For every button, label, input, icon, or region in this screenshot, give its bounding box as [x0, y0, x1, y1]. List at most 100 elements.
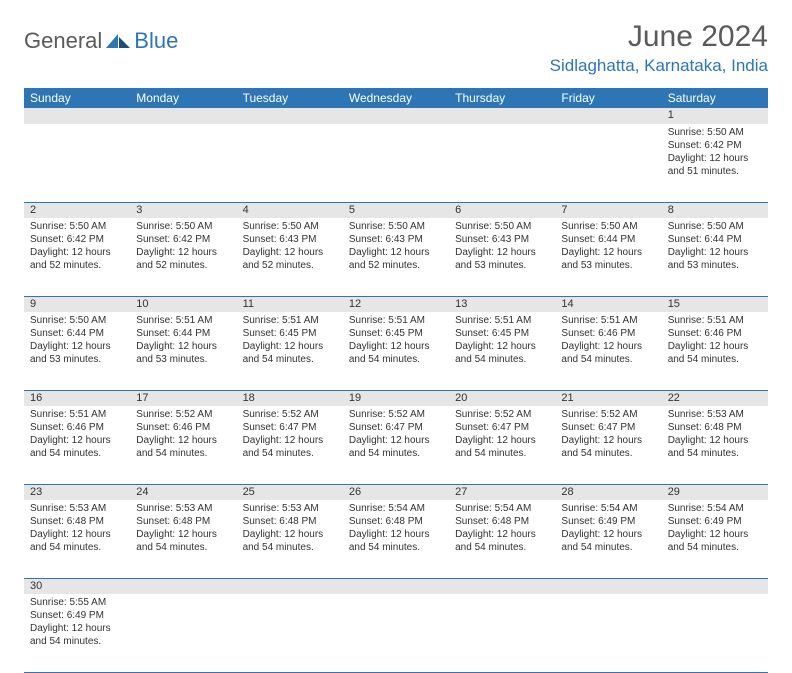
day-content: Sunrise: 5:53 AMSunset: 6:48 PMDaylight:…: [24, 500, 130, 558]
day-cell: [555, 594, 661, 672]
day-number-cell: 12: [343, 296, 449, 312]
daylight-line: Daylight: 12 hours and 53 minutes.: [561, 246, 655, 272]
day-content: Sunrise: 5:51 AMSunset: 6:46 PMDaylight:…: [24, 406, 130, 464]
sunrise-line: Sunrise: 5:51 AM: [668, 314, 762, 327]
day-content: Sunrise: 5:53 AMSunset: 6:48 PMDaylight:…: [237, 500, 343, 558]
day-number-cell: [237, 108, 343, 124]
week-content-row: Sunrise: 5:50 AMSunset: 6:42 PMDaylight:…: [24, 218, 768, 296]
sunset-line: Sunset: 6:43 PM: [349, 233, 443, 246]
day-cell: Sunrise: 5:51 AMSunset: 6:45 PMDaylight:…: [237, 312, 343, 390]
day-cell: Sunrise: 5:54 AMSunset: 6:49 PMDaylight:…: [555, 500, 661, 578]
day-cell: Sunrise: 5:53 AMSunset: 6:48 PMDaylight:…: [662, 406, 768, 484]
weekday-header-row: SundayMondayTuesdayWednesdayThursdayFrid…: [24, 88, 768, 108]
sunrise-line: Sunrise: 5:52 AM: [349, 408, 443, 421]
day-number-cell: 7: [555, 202, 661, 218]
weekday-header: Saturday: [662, 88, 768, 108]
sunset-line: Sunset: 6:49 PM: [668, 515, 762, 528]
sunrise-line: Sunrise: 5:52 AM: [455, 408, 549, 421]
day-cell: Sunrise: 5:52 AMSunset: 6:47 PMDaylight:…: [449, 406, 555, 484]
day-content: Sunrise: 5:55 AMSunset: 6:49 PMDaylight:…: [24, 594, 130, 652]
daylight-line: Daylight: 12 hours and 52 minutes.: [243, 246, 337, 272]
day-cell: Sunrise: 5:55 AMSunset: 6:49 PMDaylight:…: [24, 594, 130, 672]
title-block: June 2024 Sidlaghatta, Karnataka, India: [550, 20, 768, 76]
day-number-cell: 14: [555, 296, 661, 312]
sunset-line: Sunset: 6:47 PM: [349, 421, 443, 434]
daylight-line: Daylight: 12 hours and 54 minutes.: [455, 434, 549, 460]
day-cell: [130, 594, 236, 672]
sunset-line: Sunset: 6:45 PM: [349, 327, 443, 340]
logo-sail-icon: [104, 32, 132, 50]
day-number-cell: 20: [449, 390, 555, 406]
day-cell: Sunrise: 5:50 AMSunset: 6:44 PMDaylight:…: [555, 218, 661, 296]
day-number-cell: 27: [449, 484, 555, 500]
calendar-table: SundayMondayTuesdayWednesdayThursdayFrid…: [24, 88, 768, 673]
day-content: Sunrise: 5:50 AMSunset: 6:42 PMDaylight:…: [24, 218, 130, 276]
day-number-cell: 24: [130, 484, 236, 500]
sunrise-line: Sunrise: 5:51 AM: [455, 314, 549, 327]
daylight-line: Daylight: 12 hours and 52 minutes.: [136, 246, 230, 272]
day-number-cell: 6: [449, 202, 555, 218]
sunset-line: Sunset: 6:48 PM: [668, 421, 762, 434]
day-number-cell: 11: [237, 296, 343, 312]
day-number-cell: 28: [555, 484, 661, 500]
sunset-line: Sunset: 6:44 PM: [668, 233, 762, 246]
day-number-cell: 18: [237, 390, 343, 406]
sunset-line: Sunset: 6:46 PM: [136, 421, 230, 434]
day-content: Sunrise: 5:52 AMSunset: 6:47 PMDaylight:…: [555, 406, 661, 464]
day-cell: Sunrise: 5:50 AMSunset: 6:42 PMDaylight:…: [662, 124, 768, 202]
daylight-line: Daylight: 12 hours and 54 minutes.: [561, 528, 655, 554]
sunset-line: Sunset: 6:43 PM: [455, 233, 549, 246]
day-cell: Sunrise: 5:50 AMSunset: 6:44 PMDaylight:…: [24, 312, 130, 390]
day-content: Sunrise: 5:50 AMSunset: 6:43 PMDaylight:…: [343, 218, 449, 276]
week-content-row: Sunrise: 5:50 AMSunset: 6:42 PMDaylight:…: [24, 124, 768, 202]
day-number-cell: 2: [24, 202, 130, 218]
sunrise-line: Sunrise: 5:50 AM: [561, 220, 655, 233]
day-content: Sunrise: 5:52 AMSunset: 6:47 PMDaylight:…: [343, 406, 449, 464]
day-content: Sunrise: 5:50 AMSunset: 6:42 PMDaylight:…: [662, 124, 768, 182]
daylight-line: Daylight: 12 hours and 54 minutes.: [455, 528, 549, 554]
sunrise-line: Sunrise: 5:54 AM: [668, 502, 762, 515]
sunset-line: Sunset: 6:47 PM: [243, 421, 337, 434]
day-content: Sunrise: 5:50 AMSunset: 6:43 PMDaylight:…: [237, 218, 343, 276]
day-number-cell: [24, 108, 130, 124]
day-number-cell: 22: [662, 390, 768, 406]
day-cell: Sunrise: 5:51 AMSunset: 6:46 PMDaylight:…: [555, 312, 661, 390]
daylight-line: Daylight: 12 hours and 54 minutes.: [243, 434, 337, 460]
sunrise-line: Sunrise: 5:50 AM: [30, 220, 124, 233]
day-number-cell: 9: [24, 296, 130, 312]
day-cell: [449, 124, 555, 202]
day-cell: [24, 124, 130, 202]
day-number-cell: 29: [662, 484, 768, 500]
daylight-line: Daylight: 12 hours and 53 minutes.: [136, 340, 230, 366]
day-content: Sunrise: 5:52 AMSunset: 6:47 PMDaylight:…: [449, 406, 555, 464]
day-number-cell: 17: [130, 390, 236, 406]
day-number-cell: [237, 578, 343, 594]
sunset-line: Sunset: 6:46 PM: [561, 327, 655, 340]
daylight-line: Daylight: 12 hours and 51 minutes.: [668, 152, 762, 178]
day-content: Sunrise: 5:51 AMSunset: 6:46 PMDaylight:…: [555, 312, 661, 370]
sunrise-line: Sunrise: 5:50 AM: [136, 220, 230, 233]
sunrise-line: Sunrise: 5:52 AM: [136, 408, 230, 421]
day-number-row: 23242526272829: [24, 484, 768, 500]
day-number-cell: 3: [130, 202, 236, 218]
header: General Blue June 2024 Sidlaghatta, Karn…: [24, 20, 768, 76]
sunrise-line: Sunrise: 5:51 AM: [136, 314, 230, 327]
weekday-header: Tuesday: [237, 88, 343, 108]
week-content-row: Sunrise: 5:50 AMSunset: 6:44 PMDaylight:…: [24, 312, 768, 390]
day-content: Sunrise: 5:50 AMSunset: 6:44 PMDaylight:…: [662, 218, 768, 276]
day-number-cell: 16: [24, 390, 130, 406]
sunset-line: Sunset: 6:46 PM: [668, 327, 762, 340]
sunset-line: Sunset: 6:42 PM: [668, 139, 762, 152]
sunrise-line: Sunrise: 5:50 AM: [349, 220, 443, 233]
sunset-line: Sunset: 6:42 PM: [30, 233, 124, 246]
daylight-line: Daylight: 12 hours and 54 minutes.: [668, 434, 762, 460]
day-content: Sunrise: 5:51 AMSunset: 6:46 PMDaylight:…: [662, 312, 768, 370]
day-number-cell: 26: [343, 484, 449, 500]
sunrise-line: Sunrise: 5:53 AM: [136, 502, 230, 515]
daylight-line: Daylight: 12 hours and 54 minutes.: [668, 340, 762, 366]
sunset-line: Sunset: 6:45 PM: [455, 327, 549, 340]
daylight-line: Daylight: 12 hours and 52 minutes.: [349, 246, 443, 272]
day-number-cell: [130, 108, 236, 124]
day-content: Sunrise: 5:52 AMSunset: 6:47 PMDaylight:…: [237, 406, 343, 464]
daylight-line: Daylight: 12 hours and 52 minutes.: [30, 246, 124, 272]
